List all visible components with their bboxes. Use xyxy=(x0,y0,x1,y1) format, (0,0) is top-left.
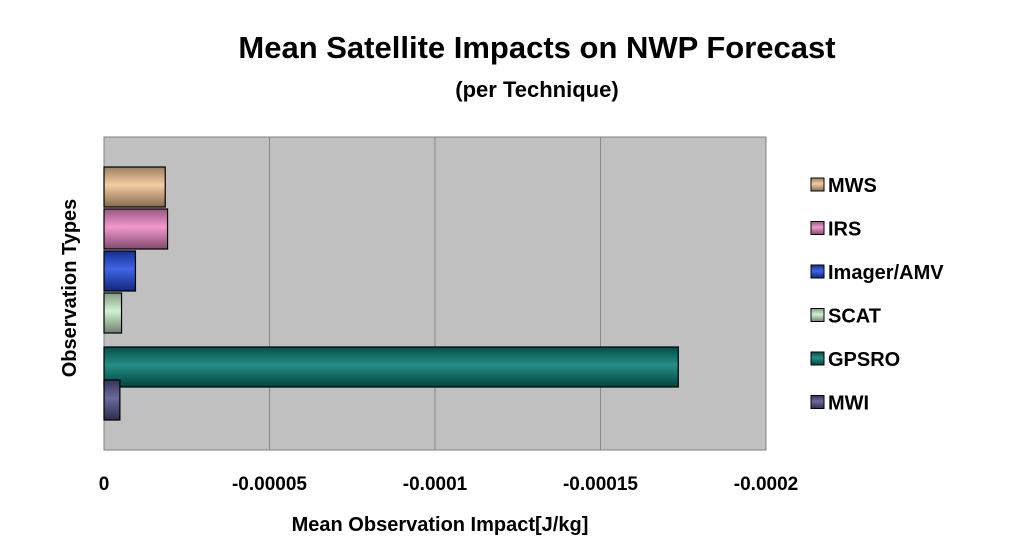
bar-mws xyxy=(103,166,166,208)
bar-irs xyxy=(103,208,169,250)
legend-item-mws: MWS xyxy=(810,175,877,197)
legend-label: GPSRO xyxy=(828,349,900,371)
legend-label: IRS xyxy=(828,219,861,241)
y-axis-title: Observation Types xyxy=(59,199,81,378)
legend-swatch xyxy=(810,177,825,192)
chart-subtitle: (per Technique) xyxy=(455,77,619,102)
legend-label: SCAT xyxy=(828,306,881,328)
x-tick-label: -0.0001 xyxy=(403,474,468,495)
legend-label: Imager/AMV xyxy=(828,262,944,284)
x-tick-label: -0.0002 xyxy=(734,474,798,495)
legend-label: MWS xyxy=(828,175,877,197)
legend-item-imager-amv: Imager/AMV xyxy=(810,262,944,284)
x-axis-title: Mean Observation Impact[J/kg] xyxy=(292,514,589,536)
bar-imager-amv xyxy=(103,250,137,292)
legend-item-scat: SCAT xyxy=(810,306,881,328)
legend-label: MWI xyxy=(828,393,869,415)
x-tick-label: 0 xyxy=(99,474,110,495)
bar-mwi xyxy=(103,379,121,421)
bar-scat xyxy=(103,292,123,334)
legend-swatch xyxy=(810,308,825,322)
legend-item-mwi: MWI xyxy=(810,393,869,415)
bar-gpsro xyxy=(103,346,679,388)
legend-item-irs: IRS xyxy=(810,219,861,241)
x-tick-label: -0.00015 xyxy=(563,474,638,495)
legend-swatch xyxy=(810,264,825,279)
legend-swatch xyxy=(810,395,825,409)
legend-swatch xyxy=(810,351,825,366)
x-tick-label: -0.00005 xyxy=(232,474,307,495)
chart-title: Mean Satellite Impacts on NWP Forecast xyxy=(238,30,836,65)
legend-swatch xyxy=(810,221,825,235)
legend-item-gpsro: GPSRO xyxy=(810,349,900,371)
